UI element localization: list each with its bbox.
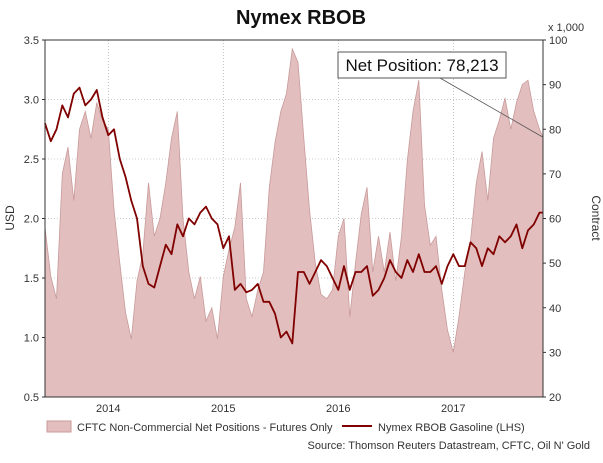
y2-tick-label: 70 — [549, 169, 561, 181]
annotation-box — [337, 51, 507, 79]
area-series-layer — [44, 47, 544, 398]
line-series-rbob — [44, 86, 543, 345]
legend-label-line: Nymex RBOB Gasoline (LHS) — [378, 422, 525, 434]
y2-tick-label: 100 — [549, 35, 567, 47]
y-tick-label: 3.0 — [24, 95, 39, 107]
y2-multiplier-label: x 1,000 — [548, 22, 584, 34]
y2-tick-label: 20 — [549, 392, 561, 404]
y-tick-label: 2.0 — [24, 214, 39, 226]
y2-axis-title: Contract — [589, 195, 603, 241]
plot-frame — [44, 39, 544, 398]
source-note: Source: Thomson Reuters Datastream, CFTC… — [308, 440, 591, 452]
area-series-net-positions — [44, 47, 544, 398]
line-series-layer — [44, 86, 543, 345]
annotation-text: Net Position: 78,213 — [345, 56, 498, 75]
y2-tick-label: 90 — [549, 80, 561, 92]
x-tick-label: 2014 — [96, 403, 120, 415]
x-tick-label: 2015 — [211, 403, 235, 415]
annotation: Net Position: 78,213 — [337, 51, 544, 138]
legend-swatch-area — [46, 420, 72, 433]
legend: CFTC Non-Commercial Net Positions - Futu… — [46, 420, 525, 434]
chart-title: Nymex RBOB — [236, 7, 366, 29]
annotation-leader — [439, 77, 544, 138]
y-tick-label: 3.5 — [24, 35, 39, 47]
y2-tick-label: 30 — [549, 347, 561, 359]
y2-tick-label: 60 — [549, 214, 561, 226]
y2-tick-label: 80 — [549, 124, 561, 136]
x-tick-label: 2017 — [441, 403, 465, 415]
y-tick-label: 1.5 — [24, 273, 39, 285]
legend-label-area: CFTC Non-Commercial Net Positions - Futu… — [77, 422, 333, 434]
axes: 0.5 1.0 1.5 2.0 2.5 3.0 3.5 20 30 40 50 60 70 80 90 100… — [24, 35, 568, 415]
y-tick-label: 1.0 — [24, 333, 39, 345]
y2-tick-label: 40 — [549, 303, 561, 315]
x-tick-label: 2016 — [326, 403, 350, 415]
y-axis-title: USD — [3, 205, 17, 231]
y-tick-label: 2.5 — [24, 154, 39, 166]
y-tick-label: 0.5 — [24, 392, 39, 404]
y2-tick-label: 50 — [549, 258, 561, 270]
